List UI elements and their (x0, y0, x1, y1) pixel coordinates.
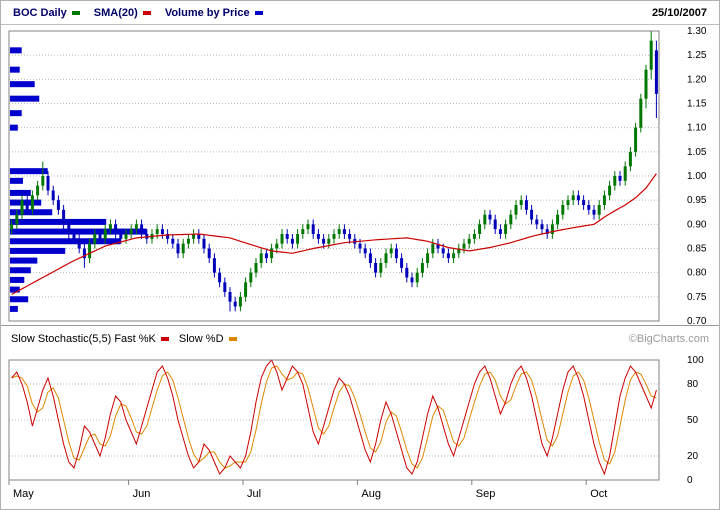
legend-volume-by-price: Volume by Price (165, 7, 263, 19)
symbol-label: BOC Daily (13, 6, 67, 19)
svg-text:Oct: Oct (590, 488, 607, 500)
vbp-label: Volume by Price (164, 6, 250, 19)
svg-text:Jul: Jul (247, 488, 261, 500)
legend-sma: SMA(20) (94, 7, 151, 19)
svg-text:50: 50 (687, 415, 699, 426)
candlesticks (10, 31, 658, 312)
svg-text:80: 80 (687, 379, 699, 390)
slow-percent-d-line (11, 365, 657, 469)
vbp-swatch (254, 10, 263, 15)
svg-text:1.30: 1.30 (687, 26, 707, 37)
svg-text:May: May (13, 488, 34, 500)
stochastic-d-swatch (228, 337, 237, 341)
svg-text:0.85: 0.85 (687, 244, 707, 255)
month-axis: May Jun Jul Aug Sep Oct (8, 480, 607, 500)
svg-text:Sep: Sep (476, 488, 496, 500)
stochastic-header: Slow Stochastic(5,5) Fast %K Slow %D ©Bi… (1, 325, 719, 352)
stochastic-d-label: Slow %D (178, 333, 224, 345)
svg-text:20: 20 (687, 451, 699, 462)
svg-text:0.90: 0.90 (687, 219, 707, 230)
price-chart: 1.30 1.25 1.20 1.15 1.10 1.05 1.00 0.95 0.90 0.85… (8, 26, 707, 325)
fast-percent-k-line (11, 359, 657, 476)
stochastic-k-label: Slow Stochastic(5,5) Fast %K (11, 333, 156, 345)
chart-header: BOC Daily SMA(20) Volume by Price 25/10/… (1, 1, 719, 25)
bigcharts-credit: ©BigCharts.com (628, 333, 709, 345)
svg-text:100: 100 (687, 355, 704, 366)
svg-text:0: 0 (687, 475, 693, 486)
svg-text:0.75: 0.75 (687, 292, 707, 303)
sma20-line (11, 173, 657, 295)
legend-price-series: BOC Daily (13, 7, 80, 19)
chart-date: 25/10/2007 (651, 6, 707, 19)
svg-text:0.95: 0.95 (687, 195, 707, 206)
svg-text:1.25: 1.25 (687, 50, 707, 61)
stochastic-chart: 100 80 50 20 0 May Jun Jul Aug Sep Oct (8, 355, 704, 500)
svg-text:1.00: 1.00 (687, 171, 707, 182)
sma-swatch (142, 10, 151, 15)
volume-by-price-bars (10, 47, 147, 312)
svg-text:1.10: 1.10 (687, 123, 707, 134)
sma-label: SMA(20) (93, 6, 138, 19)
svg-text:Jun: Jun (133, 488, 151, 500)
price-series-swatch (71, 10, 80, 15)
svg-text:1.15: 1.15 (687, 99, 707, 110)
svg-text:1.05: 1.05 (687, 147, 707, 158)
svg-text:0.70: 0.70 (687, 316, 707, 325)
svg-text:1.20: 1.20 (687, 74, 707, 85)
price-gridlines (9, 54, 659, 298)
stochastic-k-swatch (160, 337, 169, 341)
svg-text:Aug: Aug (361, 488, 381, 500)
svg-text:0.80: 0.80 (687, 268, 707, 279)
